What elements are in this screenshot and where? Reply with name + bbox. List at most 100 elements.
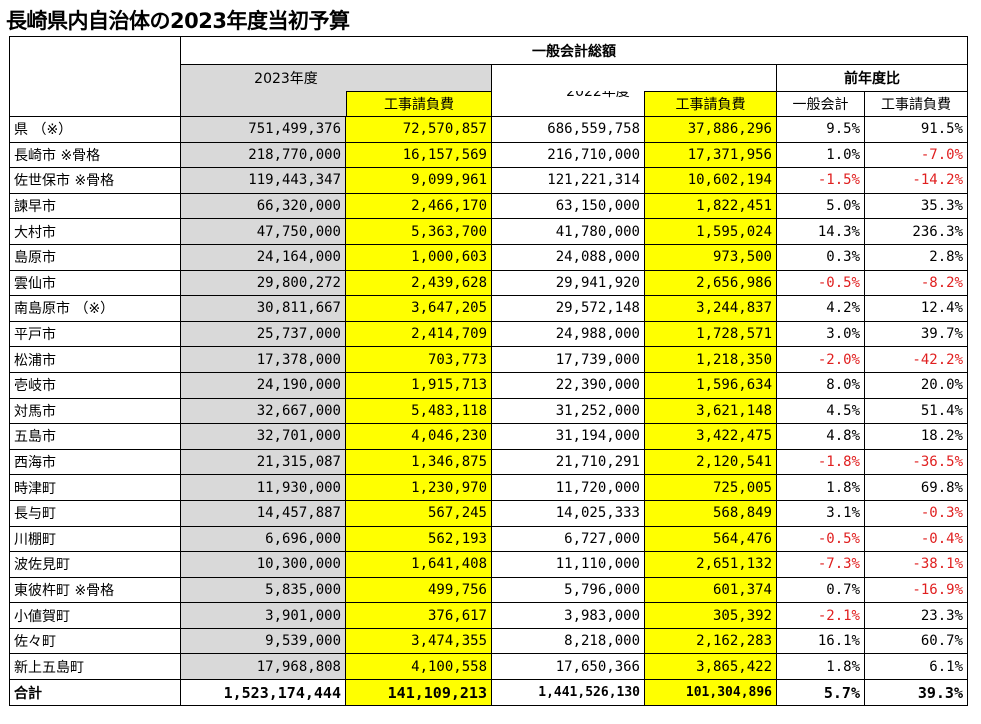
general-2022-cell: 31,252,000	[491, 397, 645, 425]
construction-2022-cell: 2,120,541	[644, 448, 777, 476]
general-2022-cell: 41,780,000	[491, 218, 645, 245]
general-2022-cell: 22,390,000	[491, 371, 645, 399]
general-2022-cell: 11,110,000	[491, 551, 645, 578]
general-2022-cell: 29,572,148	[491, 295, 645, 322]
municipality-cell: 諫早市	[9, 192, 181, 220]
ratio-construction-cell: 20.0%	[864, 371, 968, 399]
budget-table: 一般会計総額 2023年度 工事請負費 前年度比 2022年度 工事請負費 一般会…	[9, 36, 968, 707]
construction-2022-cell: 10,602,194	[644, 167, 777, 194]
general-2023-cell: 66,320,000	[180, 192, 346, 220]
ratio-construction-cell: -42.2%	[864, 346, 968, 373]
ratio-general-cell: -2.0%	[776, 346, 865, 373]
ratio-construction-cell: -7.0%	[864, 141, 968, 169]
construction-2023-cell: 4,100,558	[345, 653, 492, 681]
construction-2023-cell: 5,363,700	[345, 218, 492, 245]
construction-2022-cell: 3,244,837	[644, 295, 777, 322]
ratio-construction-cell: 51.4%	[864, 397, 968, 425]
general-2023-cell: 10,300,000	[180, 551, 346, 578]
construction-2022-cell: 1,218,350	[644, 346, 777, 373]
construction-2023-cell: 1,641,408	[345, 551, 492, 578]
ratio-general-cell: -1.8%	[776, 448, 865, 476]
construction-2022-cell: 725,005	[644, 474, 777, 501]
general-2022-cell: 17,739,000	[491, 346, 645, 373]
construction-2022-cell: 3,422,475	[644, 423, 777, 450]
construction-2022-cell: 568,849	[644, 499, 777, 527]
construction-2022-cell: 2,162,283	[644, 627, 777, 655]
municipality-cell: 松浦市	[9, 346, 181, 373]
construction-2022-cell: 17,371,956	[644, 141, 777, 169]
municipality-cell: 大村市	[9, 218, 181, 245]
general-2023-cell: 751,499,376	[180, 116, 346, 143]
municipality-cell: 長崎市 ※骨格	[9, 141, 181, 169]
ratio-construction-cell: 18.2%	[864, 423, 968, 450]
general-2022-cell: 1,441,526,130	[491, 679, 645, 707]
construction-2022-cell: 37,886,296	[644, 116, 777, 143]
general-2023-cell: 24,190,000	[180, 371, 346, 399]
municipality-cell: 東彼杵町 ※骨格	[9, 576, 181, 604]
ratio-construction-cell: 60.7%	[864, 627, 968, 655]
municipality-cell: 佐々町	[9, 627, 181, 655]
general-2022-cell: 17,650,366	[491, 653, 645, 681]
ratio-general-cell: 4.8%	[776, 423, 865, 450]
general-2022-cell: 63,150,000	[491, 192, 645, 220]
construction-2023-cell: 703,773	[345, 346, 492, 373]
general-2022-cell: 11,720,000	[491, 474, 645, 501]
table-row: 雲仙市 29,800,272 2,439,628 29,941,920 2,656,98…	[9, 269, 968, 297]
table-row: 佐々町 9,539,000 3,474,355 8,218,000 2,162,283 1…	[9, 627, 968, 655]
table-row: 新上五島町 17,968,808 4,100,558 17,650,366 3,865,…	[9, 653, 968, 681]
ratio-general-cell: 1.8%	[776, 474, 865, 501]
ratio-construction-cell: -0.4%	[864, 525, 968, 553]
construction-2022-cell: 3,621,148	[644, 397, 777, 425]
municipality-cell: 島原市	[9, 243, 181, 271]
ratio-header: 前年度比	[776, 64, 968, 92]
ratio-general-cell: 14.3%	[776, 218, 865, 245]
general-2022-cell: 5,796,000	[491, 576, 645, 604]
table-row: 南島原市 （※） 30,811,667 3,647,205 29,572,148 3,2…	[9, 295, 968, 322]
construction-2022-cell: 2,651,132	[644, 551, 777, 578]
ratio-general-cell: 5.7%	[776, 679, 865, 707]
construction-2023-cell: 2,439,628	[345, 269, 492, 297]
ratio-construction-cell: -16.9%	[864, 576, 968, 604]
ratio-construction-cell: -0.3%	[864, 499, 968, 527]
general-2023-cell: 9,539,000	[180, 627, 346, 655]
general-2022-cell: 686,559,758	[491, 116, 645, 143]
construction-2022-header: 工事請負費	[644, 90, 777, 117]
construction-2023-cell: 72,570,857	[345, 116, 492, 143]
municipality-cell: 県 （※）	[9, 116, 181, 143]
general-2022-cell: 24,988,000	[491, 320, 645, 348]
fy2023-header: 2023年度 工事請負費	[180, 64, 492, 117]
ratio-construction-header: 工事請負費	[864, 90, 968, 117]
construction-2022-cell: 2,656,986	[644, 269, 777, 297]
municipality-cell: 波佐見町	[9, 551, 181, 578]
construction-2023-cell: 16,157,569	[345, 141, 492, 169]
municipality-cell: 壱岐市	[9, 371, 181, 399]
municipality-cell: 合計	[9, 679, 181, 707]
table-row: 五島市 32,701,000 4,046,230 31,194,000 3,422,47…	[9, 423, 968, 450]
construction-2022-cell: 1,596,634	[644, 371, 777, 399]
table-row: 諫早市 66,320,000 2,466,170 63,150,000 1,822,45…	[9, 192, 968, 220]
ratio-general-cell: -2.1%	[776, 602, 865, 629]
ratio-construction-cell: 69.8%	[864, 474, 968, 501]
ratio-general-cell: 0.7%	[776, 576, 865, 604]
ratio-general-cell: 1.0%	[776, 141, 865, 169]
page-title: 長崎県内自治体の2023年度当初予算	[6, 9, 350, 33]
general-2022-cell: 8,218,000	[491, 627, 645, 655]
municipality-cell: 西海市	[9, 448, 181, 476]
construction-2023-cell: 2,414,709	[345, 320, 492, 348]
ratio-construction-cell: 23.3%	[864, 602, 968, 629]
construction-2022-cell: 973,500	[644, 243, 777, 271]
ratio-construction-cell: 6.1%	[864, 653, 968, 681]
ratio-construction-cell: 236.3%	[864, 218, 968, 245]
ratio-general-cell: 0.3%	[776, 243, 865, 271]
general-2022-cell: 31,194,000	[491, 423, 645, 450]
general-2023-cell: 30,811,667	[180, 295, 346, 322]
ratio-general-cell: -0.5%	[776, 525, 865, 553]
ratio-general-cell: 5.0%	[776, 192, 865, 220]
municipality-cell: 長与町	[9, 499, 181, 527]
construction-2022-cell: 305,392	[644, 602, 777, 629]
construction-2022-cell: 3,865,422	[644, 653, 777, 681]
construction-2023-cell: 141,109,213	[345, 679, 492, 707]
table-row: 時津町 11,930,000 1,230,970 11,720,000 725,005 1…	[9, 474, 968, 501]
construction-2022-cell: 1,822,451	[644, 192, 777, 220]
general-2022-cell: 6,727,000	[491, 525, 645, 553]
